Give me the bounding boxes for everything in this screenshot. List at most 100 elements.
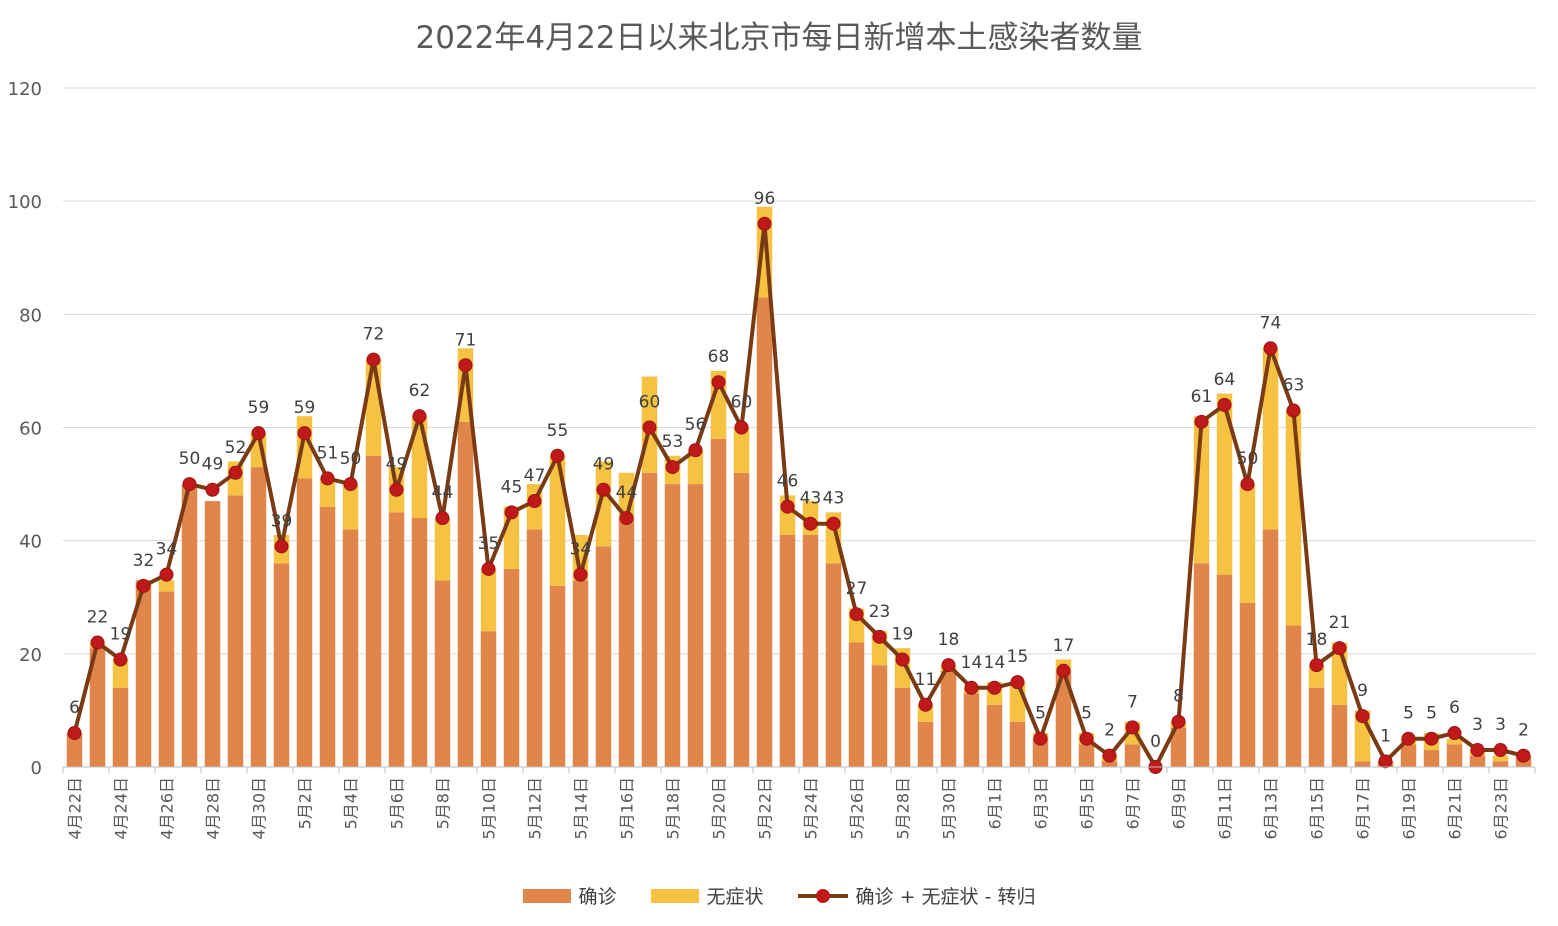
x-tick-label: 5月18日 xyxy=(664,777,683,840)
line-point xyxy=(251,426,266,441)
data-label: 61 xyxy=(1191,387,1213,407)
line-point xyxy=(734,420,749,435)
line-point xyxy=(1332,641,1347,656)
x-tick-label: 5月14日 xyxy=(572,777,591,840)
bar-confirmed xyxy=(204,501,221,767)
bar-confirmed xyxy=(66,733,83,767)
line-point xyxy=(987,680,1002,695)
x-tick-label: 5月20日 xyxy=(710,777,729,840)
bar-confirmed xyxy=(1262,529,1279,767)
data-label: 19 xyxy=(110,624,132,644)
line-point xyxy=(1401,731,1416,746)
legend-label-confirmed: 确诊 xyxy=(578,886,617,908)
line-series xyxy=(67,216,1531,774)
x-tick-label: 6月17日 xyxy=(1354,777,1373,840)
data-label: 63 xyxy=(1283,376,1305,396)
data-label: 1 xyxy=(1380,726,1391,746)
data-label: 5 xyxy=(1426,704,1437,724)
x-axis: 4月22日 4月24日 4月26日 4月28日 4月30日 5月2日 5月4日 5月6日 5月8… xyxy=(62,766,1536,840)
y-tick-label: 100 xyxy=(8,192,42,213)
bar-confirmed xyxy=(89,648,106,767)
bar-asymptomatic xyxy=(434,518,451,581)
data-label: 7 xyxy=(1127,692,1138,712)
x-tick-label: 4月22日 xyxy=(66,777,85,840)
bar-asymptomatic xyxy=(549,455,566,586)
data-label: 56 xyxy=(685,415,707,435)
x-tick-label: 5月30日 xyxy=(940,777,959,840)
bar-asymptomatic xyxy=(112,659,129,688)
line-net-total xyxy=(72,221,1524,769)
bar-confirmed xyxy=(1193,563,1210,767)
line-point xyxy=(1033,731,1048,746)
y-tick-label: 0 xyxy=(31,758,42,779)
line-point xyxy=(665,460,680,475)
data-label: 5 xyxy=(1081,704,1092,724)
line-point xyxy=(642,420,657,435)
bar-confirmed xyxy=(1492,761,1509,767)
x-tick-label: 5月28日 xyxy=(894,777,913,840)
bar-asymptomatic xyxy=(1492,755,1509,762)
line-point xyxy=(297,426,312,441)
bar-confirmed xyxy=(779,535,796,767)
data-label: 34 xyxy=(570,540,592,560)
data-label: 45 xyxy=(501,477,523,497)
data-label: 46 xyxy=(777,472,799,492)
bar-confirmed xyxy=(733,472,750,767)
line-point xyxy=(964,680,979,695)
bar-confirmed xyxy=(227,495,244,767)
bar-asymptomatic xyxy=(342,484,359,530)
data-label: 96 xyxy=(754,189,776,209)
bar-confirmed xyxy=(388,512,405,767)
data-label: 50 xyxy=(179,449,201,469)
bar-confirmed xyxy=(158,591,175,767)
bar-confirmed xyxy=(687,484,704,767)
line-point xyxy=(136,578,151,593)
bar-confirmed xyxy=(273,563,290,767)
data-label: 51 xyxy=(317,443,339,463)
data-label: 71 xyxy=(455,330,477,350)
data-label: 50 xyxy=(340,449,362,469)
line-point xyxy=(1079,731,1094,746)
line-point xyxy=(67,726,82,741)
data-label: 9 xyxy=(1357,681,1368,701)
data-label: 43 xyxy=(800,489,822,509)
legend-swatch-confirmed xyxy=(522,888,571,903)
data-label: 74 xyxy=(1260,313,1282,333)
data-label: 59 xyxy=(248,398,270,418)
data-label: 18 xyxy=(938,630,960,650)
data-label: 52 xyxy=(225,438,247,458)
bar-confirmed xyxy=(1354,761,1371,767)
bar-series xyxy=(66,206,1532,767)
data-label: 44 xyxy=(432,483,454,503)
x-tick-label: 4月28日 xyxy=(204,777,223,840)
x-tick-label: 5月26日 xyxy=(848,777,867,840)
data-label: 6 xyxy=(1449,698,1460,718)
data-label: 6 xyxy=(69,698,80,718)
line-point xyxy=(895,652,910,667)
bar-asymptomatic xyxy=(1446,738,1463,745)
bar-confirmed xyxy=(1216,574,1233,767)
data-label: 23 xyxy=(869,602,891,622)
data-label: 60 xyxy=(731,393,753,413)
line-point xyxy=(550,448,565,463)
line-point xyxy=(1171,714,1186,729)
data-label: 43 xyxy=(823,489,845,509)
y-tick-label: 60 xyxy=(19,419,42,440)
bar-confirmed xyxy=(1239,602,1256,767)
line-point xyxy=(504,505,519,520)
data-label: 55 xyxy=(547,421,569,441)
data-label: 44 xyxy=(616,483,638,503)
line-point xyxy=(1447,726,1462,741)
data-label: 18 xyxy=(1306,630,1328,650)
data-label: 39 xyxy=(271,511,293,531)
data-label: 62 xyxy=(409,381,431,401)
line-point xyxy=(1378,754,1393,769)
bar-asymptomatic xyxy=(1239,484,1256,603)
bar-confirmed xyxy=(1055,670,1072,767)
line-point xyxy=(596,482,611,497)
x-tick-label: 5月16日 xyxy=(618,777,637,840)
line-point xyxy=(343,477,358,492)
data-label: 2 xyxy=(1104,721,1115,741)
line-point xyxy=(1493,743,1508,758)
y-axis: 0 20 40 60 80 100 120 xyxy=(8,79,42,779)
